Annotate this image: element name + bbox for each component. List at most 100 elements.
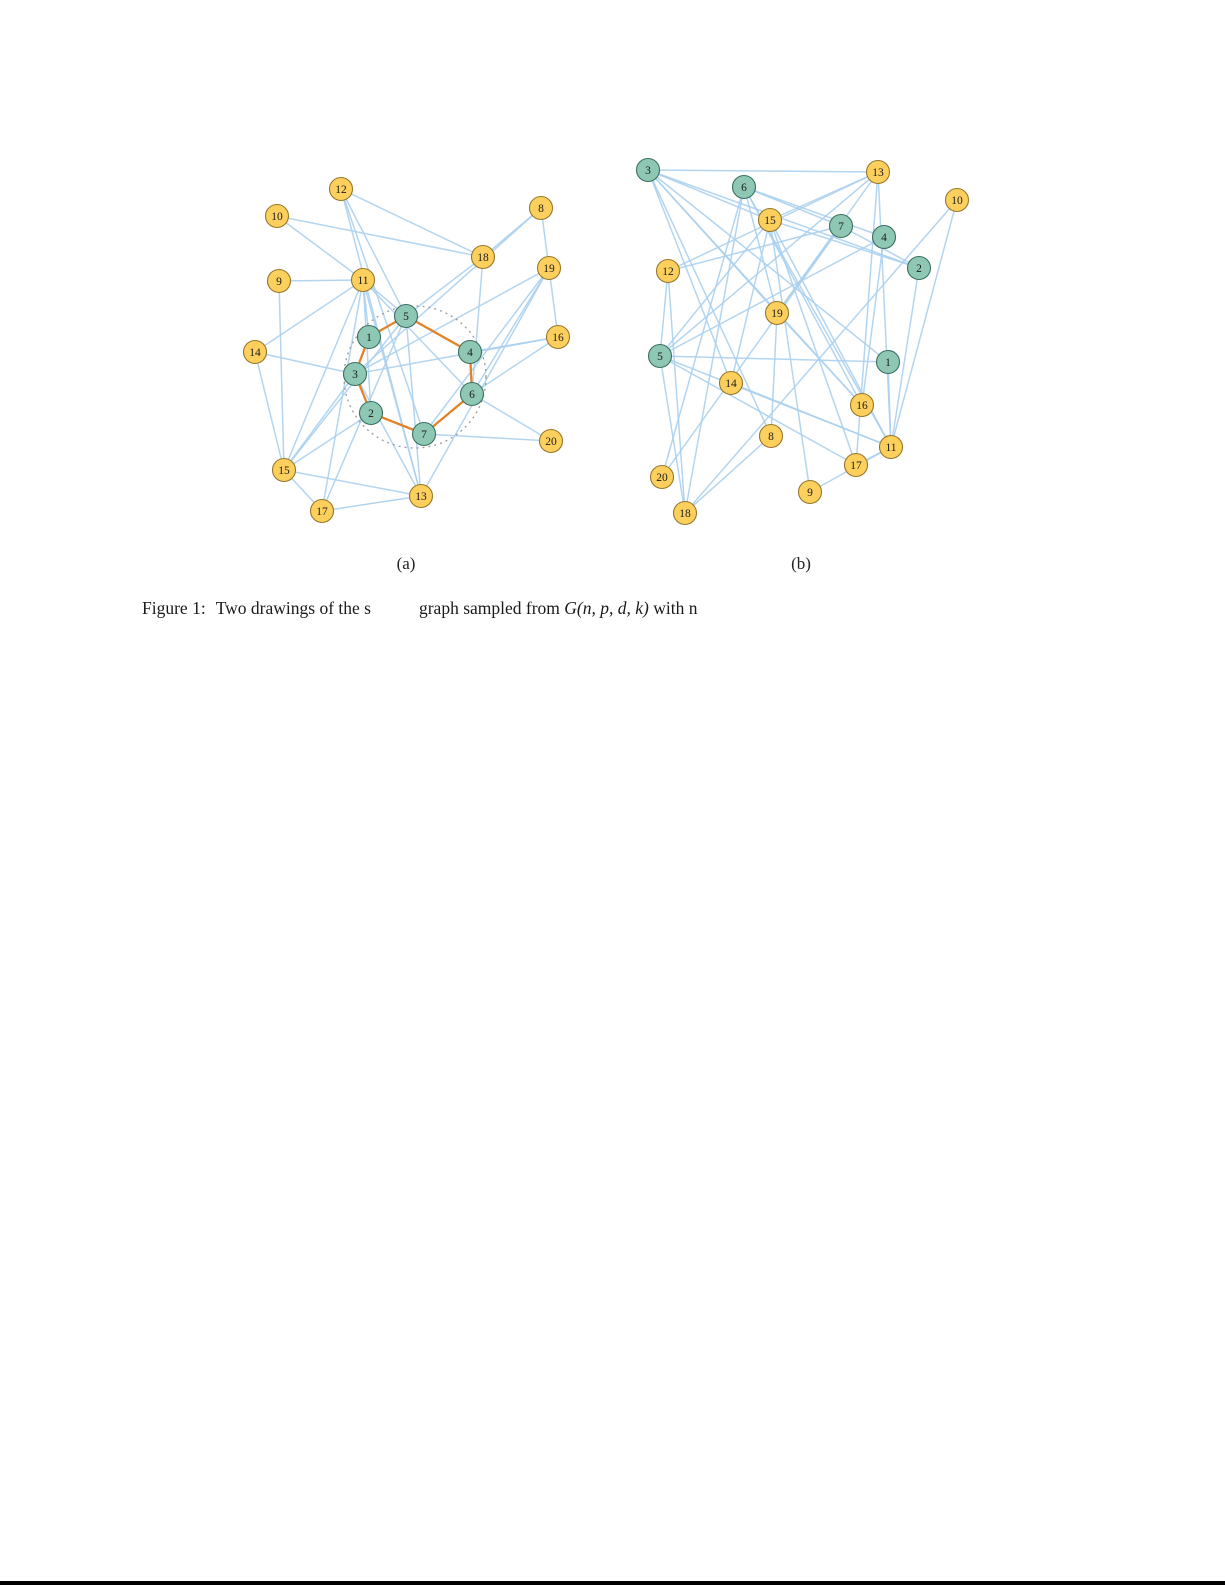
graph-node-circle-17 — [309, 498, 335, 524]
graph-node-circle-4 — [871, 224, 897, 250]
graph-edge-1-5 — [659, 355, 889, 363]
graph-node-circle-3 — [635, 157, 661, 183]
graph-node-19: 19 — [536, 255, 562, 281]
graph-edge-3-14 — [647, 169, 732, 384]
graph-edge-15-2 — [283, 412, 372, 471]
graph-node-label-13: 13 — [415, 491, 427, 503]
graph-node-12: 12 — [328, 176, 354, 202]
graph-edge-13-17 — [321, 495, 422, 512]
graph-edge-19-6 — [743, 186, 778, 314]
graph-node-circle-3 — [342, 361, 368, 387]
caption-math: G(n, p, d, k) — [564, 598, 649, 618]
graph-node-10: 10 — [944, 187, 970, 213]
graph-node-circle-15 — [757, 207, 783, 233]
graph-node-circle-18 — [672, 500, 698, 526]
graph-node-18: 18 — [470, 244, 496, 270]
graph-node-label-7: 7 — [838, 221, 844, 233]
graph-node-label-16: 16 — [552, 332, 564, 344]
caption-text-1: Two drawings of the s — [215, 598, 371, 618]
graph-node-label-14: 14 — [725, 378, 737, 390]
graph-node-circle-12 — [328, 176, 354, 202]
graph-edge-3-19 — [354, 267, 550, 375]
graph-edge-16-4 — [469, 336, 559, 353]
graph-node-2: 2 — [906, 255, 932, 281]
graph-node-circle-13 — [865, 159, 891, 185]
figure-graphs: 1234567891011121314151617181920123456789… — [242, 157, 970, 526]
graph-node-6: 6 — [731, 174, 757, 200]
graph-node-label-15: 15 — [764, 215, 776, 227]
graph-edge-3-14 — [254, 351, 356, 375]
graph-edge-11-17 — [321, 279, 364, 512]
figure-caption: Figure 1: Two drawings of the s graph samp… — [142, 598, 697, 619]
graph-node-circle-10 — [944, 187, 970, 213]
graph-node-label-17: 17 — [316, 506, 328, 518]
graph-node-circle-5 — [647, 343, 673, 369]
graph-edge-13-12 — [340, 188, 422, 497]
graph-edge-3-8 — [354, 207, 542, 375]
graph-node-circle-12 — [655, 258, 681, 284]
graph-node-6: 6 — [459, 381, 485, 407]
graph-node-18: 18 — [672, 500, 698, 526]
graph-edge-11-9 — [278, 279, 364, 282]
graph-node-circle-11 — [878, 434, 904, 460]
graph-edge-16-6 — [471, 336, 559, 395]
graph-node-circle-6 — [731, 174, 757, 200]
graph-node-15: 15 — [271, 457, 297, 483]
graph-edge-5-4 — [659, 236, 885, 357]
graph-node-circle-19 — [764, 300, 790, 326]
graph-node-label-9: 9 — [807, 487, 813, 499]
graph-node-17: 17 — [843, 452, 869, 478]
graph-node-circle-8 — [528, 195, 554, 221]
graph-edge-15-17 — [769, 219, 857, 466]
graph-node-circle-2 — [358, 400, 384, 426]
graph-node-3: 3 — [342, 361, 368, 387]
graph-edge-15-14 — [730, 219, 771, 384]
graph-edge-15-9 — [769, 219, 811, 493]
graph-node-circle-19 — [536, 255, 562, 281]
graph-edge-13-17 — [855, 171, 879, 466]
graph-node-circle-4 — [457, 339, 483, 365]
graph-edge-5-12 — [340, 188, 407, 317]
graph-node-label-8: 8 — [538, 203, 544, 215]
graph-node-5: 5 — [647, 343, 673, 369]
graph-node-11: 11 — [878, 434, 904, 460]
graph-edge-20-7 — [661, 225, 842, 478]
graph-edge-4-6 — [743, 186, 885, 238]
graph-edge-11-1 — [887, 361, 892, 448]
graph-node-7: 7 — [411, 421, 437, 447]
graph-edge-11-15 — [769, 219, 892, 448]
graph-edge-19-6 — [471, 267, 550, 395]
graph-node-circle-7 — [828, 213, 854, 239]
graph-node-label-3: 3 — [352, 369, 358, 381]
graph-node-4: 4 — [457, 339, 483, 365]
graph-node-label-16: 16 — [856, 400, 868, 412]
graph-node-circle-20 — [649, 464, 675, 490]
graph-edge-11-10 — [276, 215, 364, 281]
graph-node-circle-9 — [266, 268, 292, 294]
graph-edge-5-15 — [283, 315, 407, 471]
graph-node-circle-20 — [538, 428, 564, 454]
graph-node-circle-14 — [242, 339, 268, 365]
graph-node-circle-1 — [356, 324, 382, 350]
graph-node-8: 8 — [528, 195, 554, 221]
graph-edge-7-12 — [667, 225, 842, 272]
graph-node-label-12: 12 — [662, 266, 674, 278]
graph-node-circle-6 — [459, 381, 485, 407]
graph-node-circle-15 — [271, 457, 297, 483]
graph-edge-3-13 — [647, 169, 879, 173]
graph-edge-5-13 — [405, 315, 422, 497]
graph-node-circle-9 — [797, 479, 823, 505]
graph-node-label-3: 3 — [645, 165, 651, 177]
graph-edge-11-2 — [890, 267, 920, 448]
graph-node-20: 20 — [649, 464, 675, 490]
graph-node-label-12: 12 — [335, 184, 347, 196]
graph-edge-6-7 — [743, 186, 842, 227]
graph-node-label-10: 10 — [271, 211, 283, 223]
graph-edge-11-10 — [890, 199, 958, 448]
graph-edge-3-1 — [647, 169, 889, 363]
graph-edge-11-6 — [362, 279, 473, 395]
graph-edge-15-9 — [278, 280, 285, 471]
graph-node-4: 4 — [871, 224, 897, 250]
graph-node-1: 1 — [356, 324, 382, 350]
